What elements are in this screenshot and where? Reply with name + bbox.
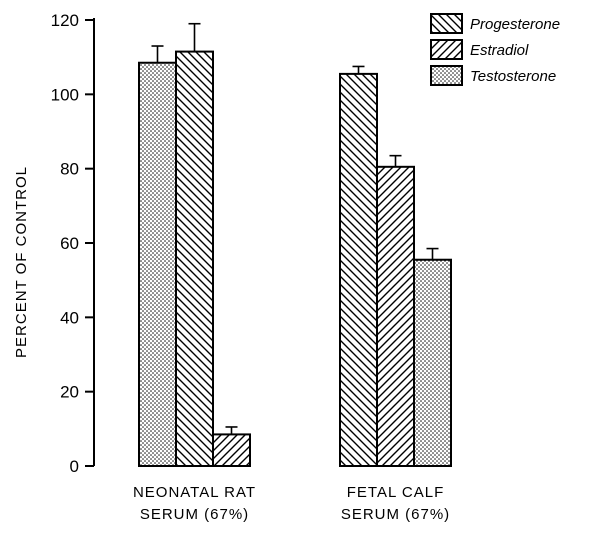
group-label: NEONATAL RAT xyxy=(133,484,256,501)
legend-swatch-progesterone xyxy=(430,13,463,34)
y-tick-label: 80 xyxy=(60,160,79,179)
group-label: FETAL CALF xyxy=(347,484,445,501)
legend-swatch-estradiol xyxy=(430,39,463,60)
y-tick-label: 40 xyxy=(60,308,79,327)
y-tick-label: 120 xyxy=(51,11,79,30)
legend: Progesterone Estradiol Testosterone xyxy=(430,13,560,86)
legend-label: Progesterone xyxy=(470,16,560,33)
group-labels: NEONATAL RAT SERUM (67%) FETAL CALF SERUM (… xyxy=(133,484,450,523)
legend-label: Testosterone xyxy=(470,68,556,85)
y-tick-label: 0 xyxy=(70,457,79,476)
bar-testosterone xyxy=(138,61,177,467)
legend-swatch-testosterone xyxy=(430,65,463,86)
bar-testosterone xyxy=(413,258,452,467)
legend-label: Estradiol xyxy=(470,42,529,59)
y-tick-label: 60 xyxy=(60,234,79,253)
y-tick-label: 100 xyxy=(51,85,79,104)
bar-estradiol xyxy=(212,433,251,467)
bars-layer xyxy=(138,22,452,468)
bar-progesterone xyxy=(175,50,214,467)
group-label: SERUM (67%) xyxy=(341,506,450,523)
y-axis-ticks: 0 20 40 60 80 100 120 xyxy=(51,11,94,476)
group-label: SERUM (67%) xyxy=(140,506,249,523)
y-axis-title: PERCENT OF CONTROL xyxy=(13,166,30,358)
bar-progesterone xyxy=(339,72,378,468)
y-tick-label: 20 xyxy=(60,383,79,402)
bar-estradiol xyxy=(376,165,415,468)
